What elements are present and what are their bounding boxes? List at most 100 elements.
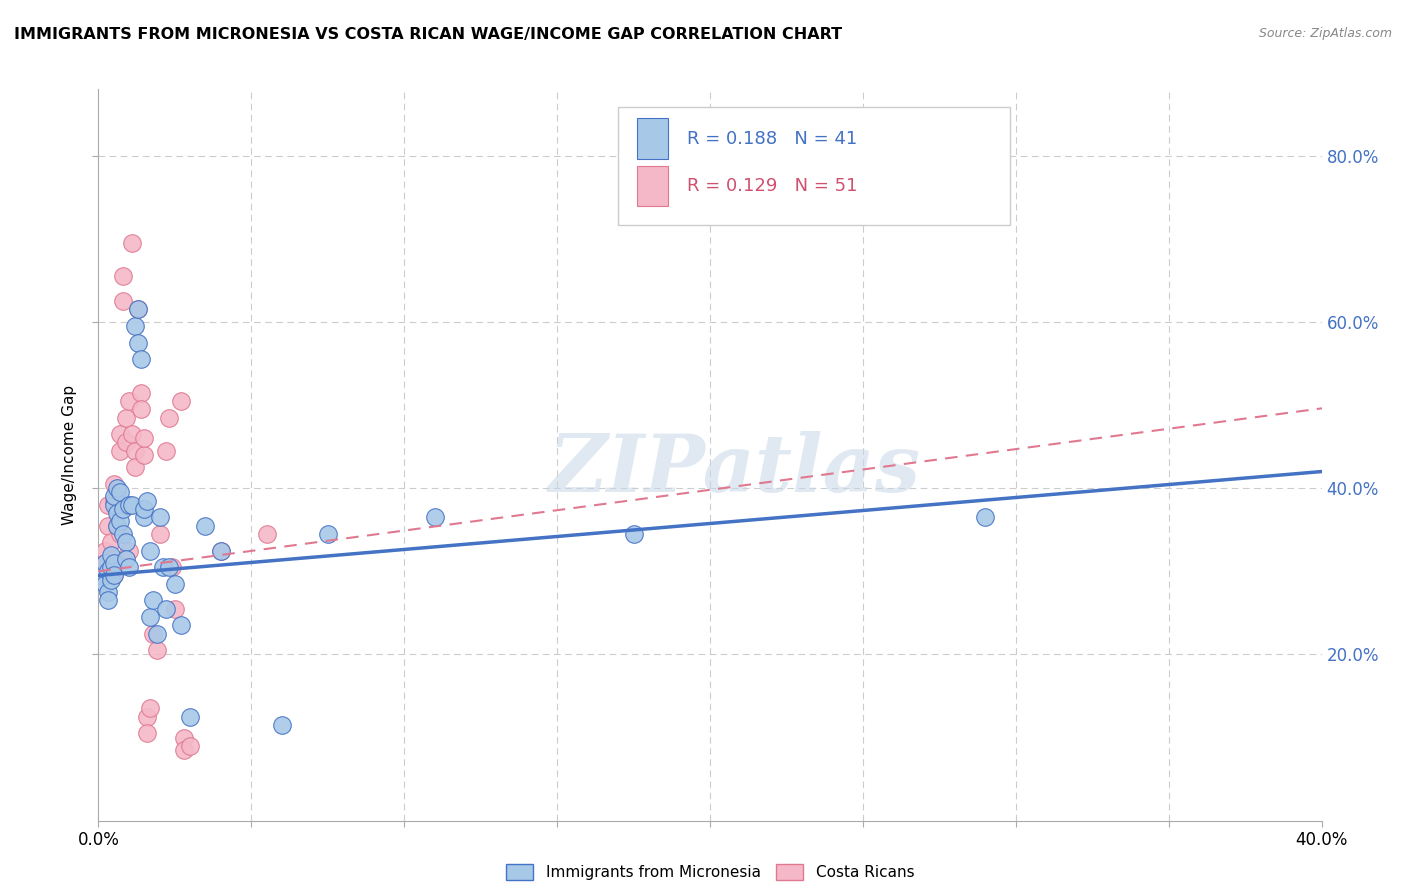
Point <box>100 535 122 549</box>
Point <box>157 560 180 574</box>
Point <box>93 556 115 570</box>
Point <box>157 410 180 425</box>
Point <box>115 410 138 425</box>
Point <box>105 518 128 533</box>
Point <box>124 319 146 334</box>
Point <box>127 302 149 317</box>
FancyBboxPatch shape <box>637 119 668 159</box>
Point <box>103 568 125 582</box>
Point <box>139 543 162 558</box>
Point <box>111 294 134 309</box>
Point <box>173 743 195 757</box>
Point <box>145 626 167 640</box>
Point <box>136 710 159 724</box>
Text: IMMIGRANTS FROM MICRONESIA VS COSTA RICAN WAGE/INCOME GAP CORRELATION CHART: IMMIGRANTS FROM MICRONESIA VS COSTA RICA… <box>14 27 842 42</box>
Point <box>100 573 122 587</box>
Point <box>115 551 138 566</box>
Point <box>134 510 156 524</box>
Point <box>127 335 149 350</box>
Point <box>145 643 167 657</box>
Point <box>209 543 232 558</box>
Point <box>136 726 159 740</box>
Text: R = 0.188   N = 41: R = 0.188 N = 41 <box>686 129 858 147</box>
Point <box>118 393 141 408</box>
Point <box>108 515 131 529</box>
Point <box>179 710 201 724</box>
Point <box>97 498 120 512</box>
Point <box>121 235 143 250</box>
Point <box>108 485 131 500</box>
Point <box>124 443 146 458</box>
Point <box>118 543 141 558</box>
Point <box>173 731 195 745</box>
FancyBboxPatch shape <box>637 166 668 206</box>
Point <box>97 564 120 578</box>
Point <box>90 568 112 582</box>
Point <box>93 543 115 558</box>
Legend: Immigrants from Micronesia, Costa Ricans: Immigrants from Micronesia, Costa Ricans <box>499 858 921 886</box>
Point <box>270 718 292 732</box>
Point <box>623 527 645 541</box>
Point <box>179 739 201 753</box>
Point <box>149 510 172 524</box>
Point <box>129 385 152 400</box>
Point <box>170 618 193 632</box>
Point <box>139 701 162 715</box>
Point <box>163 601 186 615</box>
Point <box>111 502 134 516</box>
Point <box>100 551 122 566</box>
Point <box>115 435 138 450</box>
Point <box>105 502 128 516</box>
Point <box>103 477 125 491</box>
Point <box>118 560 141 574</box>
Point <box>103 498 125 512</box>
Point <box>194 518 217 533</box>
Point <box>134 502 156 516</box>
Point <box>142 593 165 607</box>
Point <box>121 427 143 442</box>
Point <box>149 527 172 541</box>
Text: ZIPatlas: ZIPatlas <box>548 431 921 508</box>
Point <box>105 481 128 495</box>
Point <box>97 556 120 570</box>
Point <box>155 601 177 615</box>
Point <box>90 568 112 582</box>
Point <box>103 493 125 508</box>
Point <box>121 498 143 512</box>
Point <box>90 560 112 574</box>
Point <box>256 527 278 541</box>
Point <box>974 510 997 524</box>
Point <box>316 527 339 541</box>
Point <box>170 393 193 408</box>
Point <box>209 543 232 558</box>
FancyBboxPatch shape <box>619 108 1010 225</box>
Point <box>103 490 125 504</box>
Text: R = 0.129   N = 51: R = 0.129 N = 51 <box>686 178 858 195</box>
Point <box>111 527 134 541</box>
Point <box>108 427 131 442</box>
Y-axis label: Wage/Income Gap: Wage/Income Gap <box>62 384 77 525</box>
Point <box>163 576 186 591</box>
Point <box>100 560 122 574</box>
Point <box>118 498 141 512</box>
Text: Source: ZipAtlas.com: Source: ZipAtlas.com <box>1258 27 1392 40</box>
Point <box>139 610 162 624</box>
Point <box>152 560 174 574</box>
Point <box>142 626 165 640</box>
Point <box>134 448 156 462</box>
Point <box>129 402 152 417</box>
Point <box>160 560 183 574</box>
Point <box>129 352 152 367</box>
Point <box>134 431 156 445</box>
Point <box>103 551 125 566</box>
Point <box>97 585 120 599</box>
Point <box>127 302 149 317</box>
Point <box>108 443 131 458</box>
Point <box>97 518 120 533</box>
Point <box>93 556 115 570</box>
Point <box>423 510 446 524</box>
Point <box>105 485 128 500</box>
Point <box>93 576 115 591</box>
Point <box>108 527 131 541</box>
Point <box>111 269 134 284</box>
